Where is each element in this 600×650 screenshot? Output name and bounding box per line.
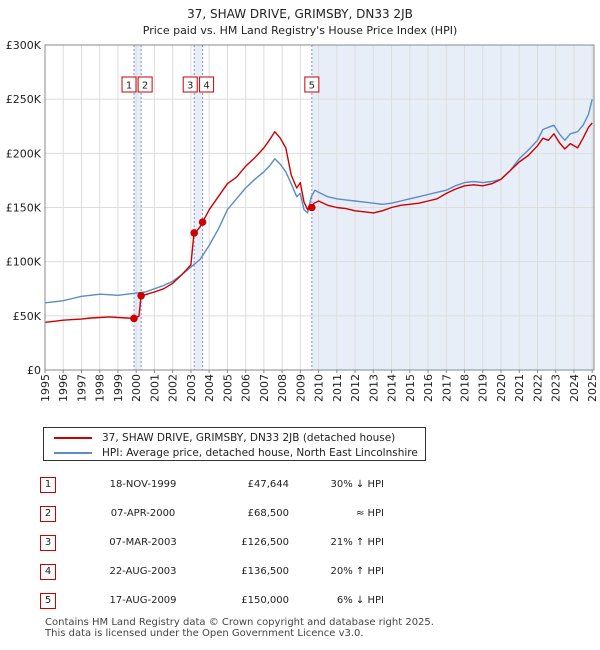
row-hpi: ≈ HPI [355, 508, 384, 519]
x-tick-label: 1999 [112, 374, 125, 402]
transaction-point-1 [130, 314, 138, 323]
row-date: 17-AUG-2009 [109, 595, 177, 606]
transactions-table: 1 18-NOV-1999 £47,644 30% ↓ HPI 2 07-APR-2000… [40, 470, 384, 615]
x-tick-label: 2017 [440, 374, 453, 402]
x-tick-label: 1997 [75, 374, 88, 402]
transaction-label-3: 3 [187, 81, 193, 92]
hpi-series-line [44, 99, 593, 304]
row-number-badge: 1 [40, 476, 56, 493]
legend-price-label: 37, SHAW DRIVE, GRIMSBY, DN33 2JB (detac… [102, 432, 396, 444]
row-date: 18-NOV-1999 [109, 479, 177, 490]
x-tick-label: 2014 [386, 374, 399, 402]
transaction-point-2 [137, 291, 145, 300]
x-tick-label: 2015 [404, 374, 417, 402]
x-tick-label: 2012 [349, 374, 362, 402]
transaction-label-2: 2 [142, 81, 148, 92]
table-row: 4 22-AUG-2003 £136,500 20% ↑ HPI [40, 557, 384, 586]
x-tick-label: 2013 [367, 374, 380, 402]
table-row: 3 07-MAR-2003 £126,500 21% ↑ HPI [40, 528, 384, 557]
chart-subtitle: Price paid vs. HM Land Registry's House … [143, 24, 458, 37]
row-number: 5 [40, 586, 84, 615]
row-price: £150,000 [241, 595, 289, 606]
row-number-badge: 4 [40, 563, 56, 580]
legend-hpi-label: HPI: Average price, detached house, Nort… [102, 447, 418, 459]
row-date: 07-APR-2000 [110, 508, 176, 519]
footer-copyright: Contains HM Land Registry data © Crown c… [45, 617, 434, 628]
transaction-point-4 [198, 218, 207, 226]
y-tick-label: £250K [6, 93, 42, 106]
x-tick-label: 2016 [422, 374, 435, 402]
x-tick-label: 2007 [258, 374, 271, 402]
transaction-point-5 [308, 203, 316, 212]
legend-price-swatch [54, 437, 92, 439]
x-tick-label: 2005 [221, 374, 234, 402]
row-hpi: 20% ↑ HPI [330, 566, 384, 577]
chart-legend: 37, SHAW DRIVE, GRIMSBY, DN33 2JB (detac… [43, 427, 426, 461]
row-date: 07-MAR-2003 [109, 537, 177, 548]
row-number: 2 [40, 499, 84, 528]
x-tick-label: 2003 [185, 374, 198, 402]
y-tick-label: £200K [6, 147, 42, 160]
footer-licence: This data is licensed under the Open Gov… [45, 628, 364, 639]
row-hpi: 21% ↑ HPI [330, 537, 384, 548]
legend-hpi-swatch [54, 452, 92, 454]
transaction-label-box-2 [137, 76, 153, 93]
x-tick-label: 2009 [294, 374, 307, 402]
transaction-label-4: 4 [203, 81, 209, 92]
x-tick-label: 2021 [513, 374, 526, 402]
transaction-label-box-1 [121, 76, 137, 93]
row-number: 3 [40, 528, 84, 557]
row-hpi: 30% ↓ HPI [330, 479, 384, 490]
y-tick-label: £50K [13, 310, 42, 323]
transaction-label-box-5 [304, 76, 320, 93]
y-tick-label: £150K [6, 202, 42, 215]
x-tick-label: 2022 [531, 374, 544, 402]
row-number: 1 [40, 470, 84, 499]
row-price: £68,500 [247, 508, 289, 519]
x-tick-label: 2006 [240, 374, 253, 402]
plot-border [44, 44, 595, 371]
transaction-point-3 [190, 229, 198, 237]
x-tick-label: 2025 [586, 374, 599, 402]
x-tick-label: 2002 [167, 374, 180, 402]
x-tick-label: 2000 [130, 374, 143, 402]
row-hpi: 6% ↓ HPI [336, 595, 384, 606]
row-date: 22-AUG-2003 [109, 566, 177, 577]
table-row: 1 18-NOV-1999 £47,644 30% ↓ HPI [40, 470, 384, 499]
x-tick-label: 1998 [94, 374, 107, 402]
row-number: 4 [40, 557, 84, 586]
row-number-badge: 5 [40, 592, 56, 609]
table-row: 5 17-AUG-2009 £150,000 6% ↓ HPI [40, 586, 384, 615]
row-price: £47,644 [247, 479, 289, 490]
x-tick-label: 2020 [495, 374, 508, 402]
chart-title: 37, SHAW DRIVE, GRIMSBY, DN33 2JB [187, 7, 413, 21]
row-number-badge: 2 [40, 505, 56, 522]
x-tick-label: 2024 [568, 374, 581, 402]
transaction-label-1: 1 [126, 81, 132, 92]
x-tick-label: 2018 [459, 374, 472, 402]
row-price: £126,500 [241, 537, 289, 548]
transaction-label-box-3 [182, 76, 198, 93]
x-tick-label: 2001 [148, 374, 161, 402]
row-number-badge: 3 [40, 534, 56, 551]
price-chart: 37, SHAW DRIVE, GRIMSBY, DN33 2JB Price p… [6, 7, 599, 402]
transaction-label-box-4 [199, 76, 215, 93]
x-tick-label: 1996 [57, 374, 70, 402]
x-tick-label: 2010 [313, 374, 326, 402]
y-tick-label: £300K [6, 39, 42, 52]
table-row: 2 07-APR-2000 £68,500 ≈ HPI [40, 499, 384, 528]
row-price: £136,500 [241, 566, 289, 577]
x-tick-label: 2023 [550, 374, 563, 402]
footer: Contains HM Land Registry data © Crown c… [45, 617, 434, 639]
x-tick-label: 2019 [477, 374, 490, 402]
transaction-label-5: 5 [309, 81, 315, 92]
y-tick-label: £100K [6, 256, 42, 269]
x-tick-label: 2004 [203, 374, 216, 402]
x-tick-label: 1995 [39, 374, 52, 402]
x-tick-label: 2011 [331, 374, 344, 402]
y-tick-label: £0 [27, 364, 41, 377]
x-tick-label: 2008 [276, 374, 289, 402]
